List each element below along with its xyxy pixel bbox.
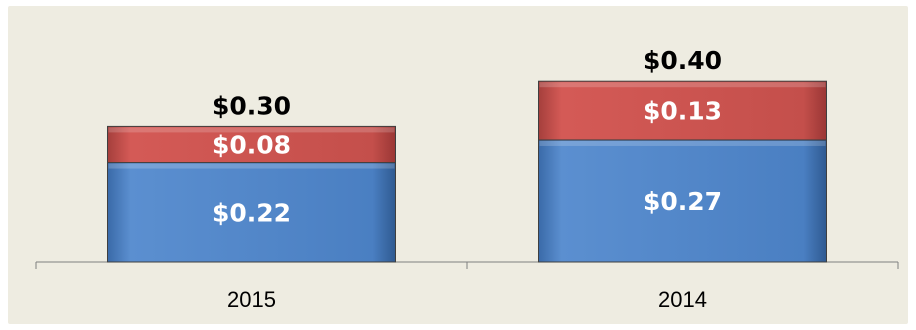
x-tick-label-2014: 2014 [658, 287, 707, 312]
data-label-2015-series-2: $0.08 [212, 130, 291, 159]
data-label-2014-series-1: $0.27 [643, 187, 722, 216]
bar-highlight [108, 163, 395, 169]
bar-highlight [539, 82, 826, 88]
bar-segment-2014-series-2 [538, 80, 827, 141]
data-label-2015-series-1: $0.22 [212, 198, 291, 227]
data-label-2014-series-2: $0.13 [643, 97, 722, 126]
bar-highlight [539, 140, 826, 146]
bar-highlight [108, 127, 395, 133]
x-tick-label-2015: 2015 [227, 287, 276, 312]
bar-segment-2014-series-1 [538, 139, 827, 263]
bar-segment-2015-series-2 [107, 125, 396, 164]
total-label-2014: $0.40 [643, 46, 722, 75]
total-label-2015: $0.30 [212, 91, 291, 120]
bar-segment-2015-series-1 [107, 162, 396, 263]
